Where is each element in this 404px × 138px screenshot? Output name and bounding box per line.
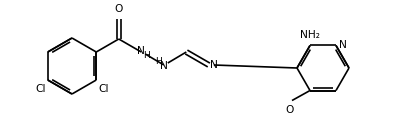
- Text: Cl: Cl: [35, 84, 46, 94]
- Text: H: H: [143, 51, 150, 60]
- Text: N: N: [339, 40, 347, 51]
- Text: O: O: [115, 4, 123, 14]
- Text: Cl: Cl: [98, 84, 109, 94]
- Text: O: O: [286, 104, 294, 115]
- Text: H: H: [156, 56, 162, 66]
- Text: NH₂: NH₂: [300, 30, 320, 40]
- Text: N: N: [210, 60, 218, 70]
- Text: N: N: [137, 46, 145, 56]
- Text: N: N: [160, 61, 168, 71]
